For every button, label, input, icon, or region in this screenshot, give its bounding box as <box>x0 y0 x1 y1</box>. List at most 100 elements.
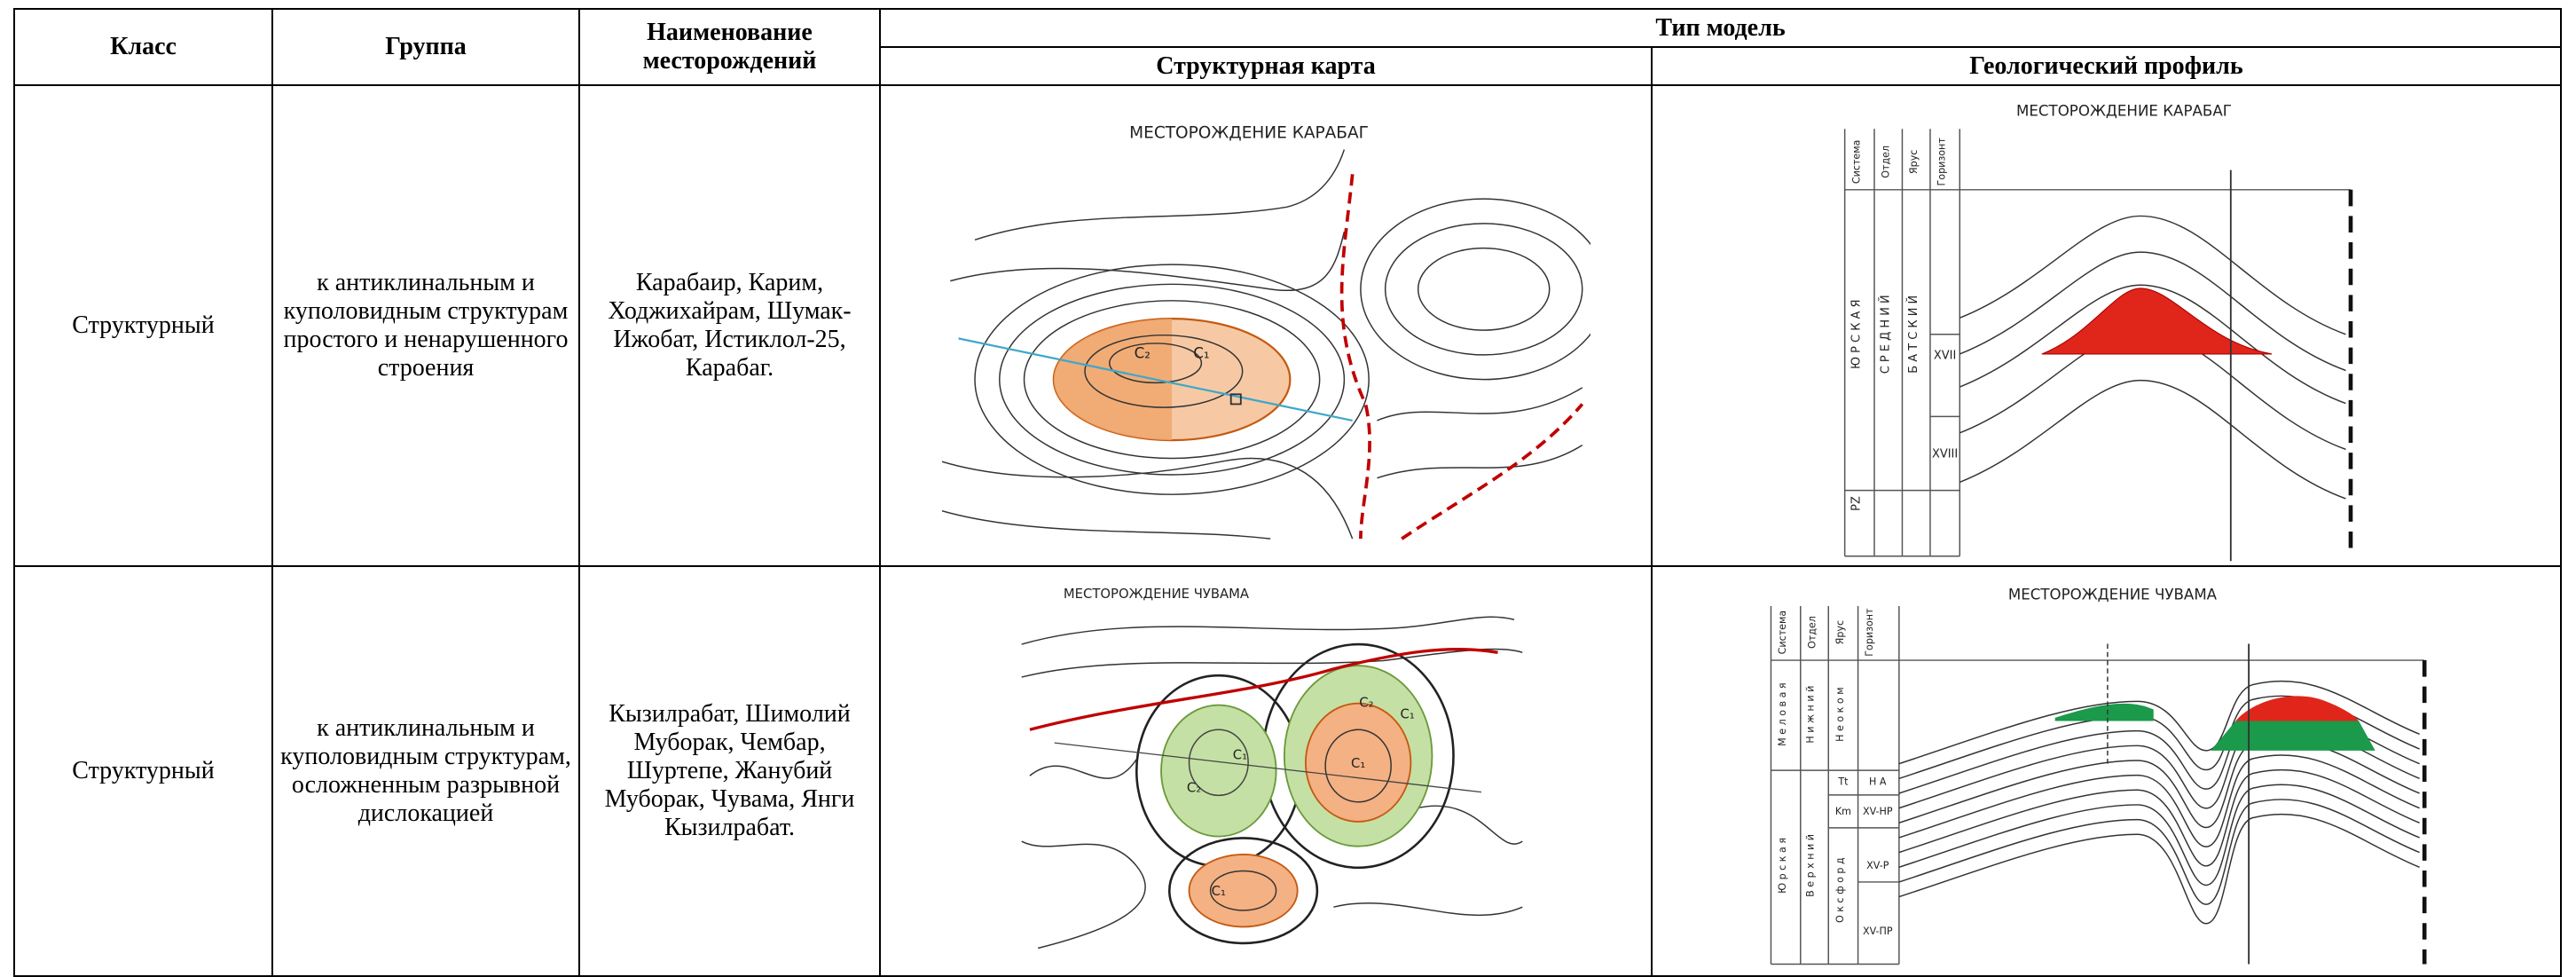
contour-line <box>1023 299 1320 459</box>
contour-line <box>1108 342 1202 383</box>
figure-label: Б А Т С К И Й <box>1906 295 1920 373</box>
figure-label: Система <box>1850 139 1862 184</box>
contour-line <box>1959 215 2346 335</box>
contour-line <box>1415 805 1523 845</box>
figure-bg <box>941 107 1590 544</box>
figure-label: C₁ <box>1232 747 1246 762</box>
figure-bg <box>1742 570 2470 973</box>
figure-label: Н и ж н и й <box>1804 686 1816 744</box>
table-row: Структурный к антиклинальным и куполовид… <box>13 565 2562 977</box>
profile-line <box>957 336 1353 422</box>
figure-label: Система <box>1777 611 1788 655</box>
contour-line <box>974 148 1345 240</box>
figure-label: Н е о к о м <box>1834 687 1845 741</box>
contour-line <box>1188 729 1249 796</box>
figure-label: Ярус <box>1834 620 1845 644</box>
gas-zone <box>2054 703 2154 721</box>
fault-contour <box>1167 836 1318 944</box>
figure-label: XV-ПР <box>1862 926 1892 937</box>
figure-label: C₁ <box>1400 706 1414 721</box>
figure-label: C₂ <box>1186 780 1200 795</box>
geological-profile: МЕСТОРОЖДЕНИЕ КАРАБАГ Система Отдел Ярус Гор… <box>1827 87 2385 564</box>
figure-label: XVII <box>1933 349 1955 362</box>
oil-zone <box>1188 853 1299 927</box>
contour-line <box>1020 616 1514 645</box>
contour-line <box>973 263 1370 495</box>
gas-zone <box>2211 721 2376 751</box>
figure-label: Ю р с к а я <box>1777 838 1788 894</box>
contour-line <box>1332 902 1523 916</box>
contour-line <box>941 457 1353 539</box>
figure-label: XV-HP <box>1862 806 1892 817</box>
model-table: Класс Группа Наименование месторождений … <box>13 8 2562 977</box>
contour-line <box>1898 799 2420 905</box>
figure-label: C₁ <box>1193 344 1209 361</box>
figure-label: Н А <box>1869 776 1887 788</box>
figure-label: МЕСТОРОЖДЕНИЕ ЧУВАМА <box>1063 587 1248 602</box>
contour-line <box>1898 813 2420 925</box>
contour-line <box>1359 197 1590 380</box>
map-cell: МЕСТОРОЖДЕНИЕ ЧУВАМА C₁ C₂ C₂ C₁ C₁ C₁ <box>879 565 1653 977</box>
fault-line <box>1029 647 1498 731</box>
fields-cell: Карабаир, Карим, Ходжихайрам, Шумак-Ижоб… <box>578 84 881 567</box>
fault-line <box>1400 402 1583 540</box>
figure-label: Отдел <box>1880 145 1891 177</box>
contour-line <box>1376 386 1583 422</box>
fault-line <box>1339 173 1371 539</box>
header-cell: Структурная карта <box>879 46 1653 86</box>
gas-zone <box>1159 704 1277 838</box>
profile-cell: МЕСТОРОЖДЕНИЕ КАРАБАГ Система Отдел Ярус Гор… <box>1651 84 2562 567</box>
oil-zone <box>1053 318 1172 440</box>
header-row: Класс Группа Наименование месторождений … <box>13 8 2562 86</box>
contour-line <box>1898 784 2420 886</box>
contour-line <box>1376 444 1583 478</box>
figure-label: C₁ <box>1211 884 1225 899</box>
figure-label: Отдел <box>1806 616 1818 649</box>
class-cell: Структурный <box>13 565 273 977</box>
figure-label: В е р х н и й <box>1804 834 1816 897</box>
oil-zone <box>1304 702 1411 823</box>
figure-label: Km <box>1834 806 1850 817</box>
contour-line <box>1417 247 1550 331</box>
contour-line <box>1898 754 2420 847</box>
contour-line <box>1323 729 1392 802</box>
figure-label: МЕСТОРОЖДЕНИЕ КАРАБАГ <box>2015 102 2231 119</box>
well-marker <box>1229 392 1242 405</box>
profile-line <box>1054 741 1481 792</box>
figure-label: C₁ <box>1351 755 1365 770</box>
figure-label: XV-P <box>1866 860 1889 871</box>
contour-line <box>998 283 1345 476</box>
contour-line <box>941 509 1270 540</box>
figure-label: Горизонт <box>1936 137 1947 185</box>
contour-line <box>1959 283 2346 404</box>
map-cell: МЕСТОРОЖДЕНИЕ КАРАБАГ C₂ C₁ <box>879 84 1653 567</box>
contour-line <box>1898 768 2420 867</box>
figure-label: МЕСТОРОЖДЕНИЕ КАРАБАГ <box>1129 123 1369 142</box>
class-cell: Структурный <box>13 84 273 567</box>
figure-label: С Р Е Д Н И Й <box>1878 295 1892 374</box>
figure-label: Горизонт <box>1864 608 1875 657</box>
contour-line <box>1959 379 2346 500</box>
figure-label: М е л о в а я <box>1777 682 1788 745</box>
contour-line <box>1209 870 1276 911</box>
contour-line <box>1083 334 1243 408</box>
group-cell: к антиклинальным и куполовидным структур… <box>271 565 580 977</box>
figure-label: PZ <box>1850 496 1863 511</box>
figure-label: О к с ф о р д <box>1834 857 1845 923</box>
figure-label: C₂ <box>1359 695 1373 710</box>
figure-label: МЕСТОРОЖДЕНИЕ ЧУВАМА <box>2007 587 2217 603</box>
figure-label: Tt <box>1837 776 1849 788</box>
group-cell: к антиклинальным и куполовидным структур… <box>271 84 580 567</box>
contour-line <box>1028 758 1137 779</box>
header-cell: Тип модель <box>879 8 2562 48</box>
figure-label: Ю Р С К А Я <box>1850 299 1863 368</box>
figure-label: XVIII <box>1932 447 1958 461</box>
contour-line <box>1384 222 1583 356</box>
contour-line <box>1959 250 2346 371</box>
structural-map: МЕСТОРОЖДЕНИЕ ЧУВАМА C₁ C₂ C₂ C₁ C₁ C₁ <box>1004 578 1528 965</box>
contour-line <box>1898 680 2420 765</box>
table-row: Структурный к антиклинальным и куполовид… <box>13 84 2562 567</box>
header-cell: Наименование месторождений <box>578 8 881 86</box>
